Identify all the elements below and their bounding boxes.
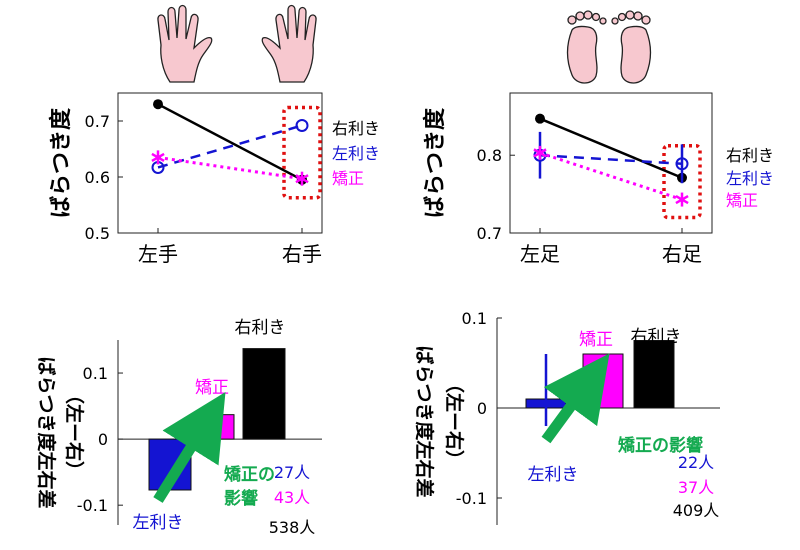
bar-category-label: 矯正 [195,378,229,398]
y-axis-label: ばらつき度左右差 [413,345,436,497]
data-point [675,192,689,207]
data-point [533,145,547,160]
sample-count: 27人 [274,463,310,482]
bar-category-label: 右利き [235,318,286,338]
y-axis-label-sub: （左ー右） [63,385,86,480]
y-tick-label: 0.6 [85,168,110,187]
y-tick-label: 0 [98,430,108,449]
legend-label: 左利き [332,144,380,163]
series-line [157,155,303,181]
sample-count: 37人 [678,478,714,497]
legend-label: 矯正 [332,169,364,188]
y-tick-label: 0.1 [462,309,487,328]
series-line [157,124,303,169]
effect-arrow [153,392,226,503]
y-axis-label: ばらつき度 [48,107,74,218]
data-point [151,150,165,165]
sample-count: 538人 [269,518,316,537]
legend-label: 右利き [332,119,380,138]
bar-category-label: 左利き [133,513,184,533]
asterisk-stroke [295,174,309,184]
y-tick-label: -0.1 [77,496,108,515]
data-point [535,113,545,124]
series-line [539,117,683,179]
effect-arrow [541,353,610,444]
plot-frame [509,92,713,234]
legend-label: 右利き [726,146,774,165]
arrow-label: 影響 [224,488,258,509]
legend-label: 矯正 [726,191,758,210]
y-tick-label: 0.5 [85,224,110,243]
sample-count: 43人 [274,488,310,507]
y-tick-label: 0 [477,399,487,418]
y-tick-label: 0.1 [83,364,108,383]
data-point [675,157,689,171]
x-tick-label: 右足 [662,242,702,266]
asterisk-stroke [675,194,689,205]
y-tick-label: 0.8 [477,146,502,165]
y-tick-label: 0.7 [85,112,110,131]
series-line [539,153,683,166]
bar-category-label: 右利き [631,327,682,347]
series-line [157,103,303,181]
legend-label: 左利き [726,169,774,188]
data-point [153,99,163,110]
asterisk-stroke [533,148,547,158]
x-tick-label: 左足 [520,242,560,266]
bar-category-label: 矯正 [579,330,613,350]
y-tick-label: 0.7 [477,224,502,243]
y-axis-label: ばらつき度 [422,107,448,218]
y-axis-label: ばらつき度左右差 [35,356,58,508]
bar [633,340,675,409]
x-tick-label: 右手 [282,242,322,266]
data-point [295,118,309,132]
bar-category-label: 左利き [528,465,579,485]
arrow-label: 矯正の [224,464,275,485]
hands-icon [157,4,317,83]
feet-icon [566,10,652,84]
asterisk-stroke [151,152,165,162]
y-axis-label-sub: （左ー右） [443,374,466,469]
arrow-label: 矯正の影響 [618,435,703,456]
sample-count: 22人 [678,453,714,472]
data-point [295,171,309,186]
bar [242,348,286,440]
y-tick-label: -0.1 [456,489,487,508]
plot-frame [117,92,323,234]
highlight-box [282,105,322,200]
sample-count: 409人 [673,501,720,520]
x-tick-label: 左手 [138,242,178,266]
